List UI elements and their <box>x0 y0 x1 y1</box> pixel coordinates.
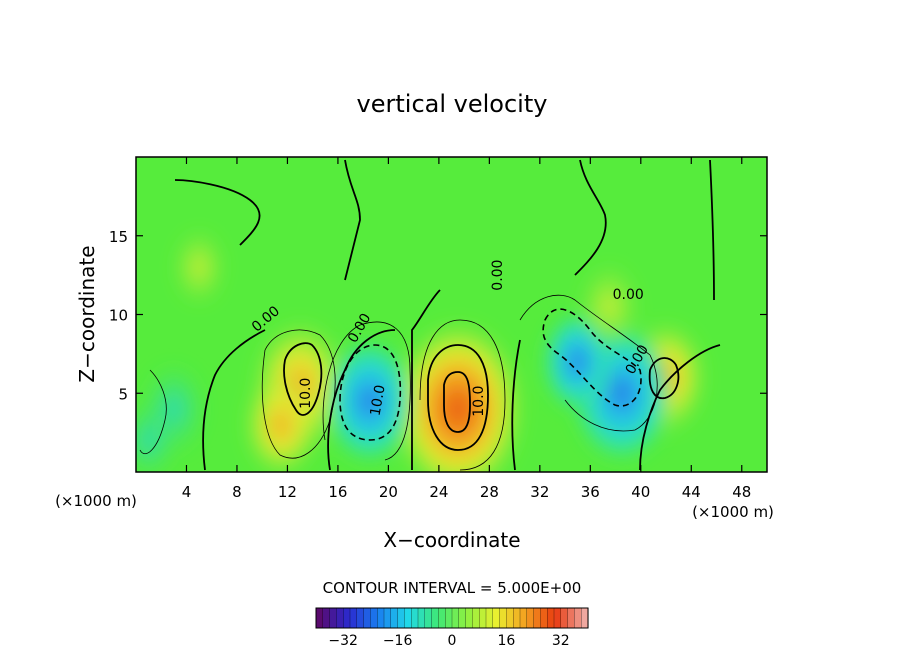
colorbar-segment <box>506 607 514 629</box>
colorbar-segment <box>445 607 453 629</box>
field-cell <box>136 400 176 472</box>
colorbar-segment <box>383 607 392 629</box>
y-tick-label: 5 <box>118 385 128 403</box>
contour-value-label: 10.0 <box>368 384 389 417</box>
contour-thin-line <box>139 294 658 471</box>
colorbar-segment <box>526 607 535 629</box>
colorbar-frame <box>315 607 589 629</box>
x-unit-left: (×1000 m) <box>55 492 137 510</box>
colorbar-segment <box>581 607 589 629</box>
colorbar-segment <box>513 607 521 629</box>
colorbar-segment <box>553 607 562 629</box>
contour-value-label: 10.0 <box>298 378 314 409</box>
colorbar-segment <box>458 607 467 629</box>
colorbar-segment <box>519 607 528 629</box>
field-cell <box>173 228 226 307</box>
x-tick-label: 4 <box>182 483 192 501</box>
colorbar-segment <box>315 607 324 629</box>
colorbar-segment <box>533 607 541 629</box>
x-tick-label: 8 <box>232 483 242 501</box>
field-cell <box>579 263 640 351</box>
colorbar-segment <box>499 607 507 629</box>
field-cell <box>391 320 524 472</box>
x-tick-label: 28 <box>480 483 499 501</box>
x-axis-label: X−coordinate <box>383 528 520 552</box>
y-tick-label: 15 <box>109 228 128 246</box>
x-tick-label: 32 <box>530 483 549 501</box>
x-tick-label: 20 <box>379 483 398 501</box>
colorbar-segment <box>472 607 480 629</box>
colorbar-segment <box>404 607 412 629</box>
colorbar-segment <box>560 607 569 629</box>
colorbar-segment <box>349 607 358 629</box>
y-axis-label: Z−coordinate <box>75 245 99 382</box>
colorbar-segment <box>438 607 446 629</box>
x-tick-label: 16 <box>328 483 347 501</box>
contour-interval-label: CONTOUR INTERVAL = 5.000E+00 <box>323 579 582 597</box>
field-cell <box>324 338 415 464</box>
colorbar-segment <box>485 607 494 629</box>
colorbar-segment <box>540 607 548 629</box>
colorbar-segment <box>363 607 371 629</box>
colorbar-segment <box>451 607 460 629</box>
y-axis: 5 10 15 <box>109 228 767 403</box>
x-tick-label: 12 <box>278 483 297 501</box>
chart-title: vertical velocity <box>357 90 548 118</box>
colorbar-segment <box>397 607 405 629</box>
colorbar-segment <box>567 607 575 629</box>
colorbar-segment <box>411 607 419 629</box>
contour-value-label: 0.00 <box>490 260 506 291</box>
colorbar-segment <box>465 607 473 629</box>
colorbar-segment <box>322 607 331 629</box>
contour-value-label: 10.0 <box>471 386 487 417</box>
y-tick-label: 10 <box>109 307 128 325</box>
contour-value-label: 0.00 <box>613 287 644 303</box>
colorbar-segment <box>336 607 344 629</box>
x-tick-label: 44 <box>682 483 701 501</box>
colorbar-segment <box>377 607 385 629</box>
x-axis: 4 8 12 16 20 24 28 32 36 40 44 48 <box>182 157 751 501</box>
contour-positive-line <box>283 342 680 451</box>
colorbar-tick-label: 16 <box>497 633 515 649</box>
colorbar-segment <box>329 607 337 629</box>
colorbar-segment <box>424 607 433 629</box>
x-tick-label: 36 <box>581 483 600 501</box>
x-tick-label: 24 <box>429 483 448 501</box>
x-tick-label: 40 <box>631 483 650 501</box>
colorbar-segment <box>547 607 555 629</box>
colorbar-segment <box>492 607 501 629</box>
colorbar-tick-label: −16 <box>383 633 413 649</box>
colorbar-segment <box>417 607 426 629</box>
colorbar-segment <box>343 607 351 629</box>
x-unit-right: (×1000 m) <box>692 503 774 521</box>
colorbar-segment <box>479 607 487 629</box>
colorbar-tick-label: 0 <box>448 633 457 649</box>
colorbar-segment <box>356 607 365 629</box>
x-tick-label: 48 <box>732 483 751 501</box>
colorbar-tick-label: 32 <box>552 633 570 649</box>
colorbar-segment <box>431 607 439 629</box>
colorbar-segment <box>390 607 399 629</box>
colorbar-segment <box>574 607 582 629</box>
contour-negative-line <box>339 308 642 441</box>
colorbar-tick-label: −32 <box>328 633 358 649</box>
colorbar: −32 −16 0 16 32 <box>315 607 589 649</box>
colorbar-segment <box>370 607 378 629</box>
